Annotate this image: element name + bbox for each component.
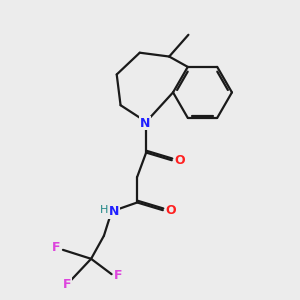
Text: N: N (109, 206, 119, 218)
Text: N: N (140, 117, 150, 130)
Text: F: F (114, 269, 122, 282)
Text: O: O (165, 204, 176, 217)
Text: H: H (100, 205, 108, 215)
Text: O: O (174, 154, 185, 167)
Text: F: F (62, 278, 71, 291)
Text: F: F (52, 241, 61, 254)
